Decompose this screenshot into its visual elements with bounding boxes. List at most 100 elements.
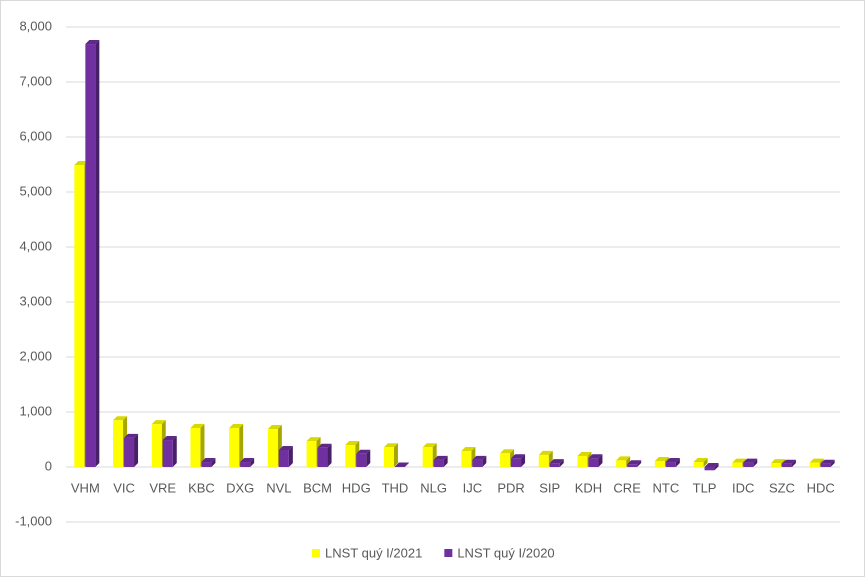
bar [770,463,781,467]
bar [124,437,135,467]
x-tick-label: CRE [613,480,641,495]
bar-side [134,433,139,467]
bar-top [190,423,205,428]
bar [85,44,96,468]
bar-side [211,458,216,467]
bar-top [743,458,758,463]
bar-top [306,437,321,442]
bar-top [704,463,719,467]
bar [201,462,212,467]
bar [665,462,676,467]
bar [151,424,162,467]
legend-label: LNST quý I/2020 [457,545,554,560]
bar [616,460,627,467]
bar [190,427,201,467]
bar-top [693,458,708,463]
bar-top [616,456,631,461]
x-tick-label: NLG [420,480,447,495]
bar-top [383,443,398,448]
bar-top [732,458,747,463]
x-tick-label: VIC [113,480,135,495]
bar [422,447,433,467]
y-tick-label: -1,000 [15,513,52,528]
bar [549,463,560,467]
bar [278,449,289,467]
y-tick-label: 8,000 [19,18,52,33]
bar-top [162,436,177,441]
x-tick-label: SZC [769,480,795,495]
bar-side [172,436,177,467]
bar [809,462,820,467]
bar-top [85,40,100,45]
y-tick-label: 7,000 [19,73,52,88]
bar-top [113,416,128,421]
bar [229,427,240,467]
bar [500,453,511,467]
bar [74,165,85,468]
bar-side [443,455,448,467]
bar-top [654,456,669,461]
bar-side [288,445,293,467]
bar-top [74,161,89,166]
bar-side [703,458,708,467]
bar-top [627,460,642,465]
bar-top [500,449,515,454]
x-tick-label: VHM [71,480,100,495]
bar-side [366,449,371,467]
bar-top [511,454,526,459]
y-tick-label: 1,000 [19,403,52,418]
x-tick-label: IJC [463,480,483,495]
bar [240,462,251,467]
y-tick-label: 4,000 [19,238,52,253]
bar-top [538,450,553,455]
y-tick-label: 3,000 [19,293,52,308]
bar [472,459,483,467]
x-tick-label: VRE [149,480,176,495]
bar-top [472,455,487,460]
bar [654,460,665,467]
bar-side [714,463,719,471]
x-tick-label: NVL [266,480,291,495]
bar-top [151,420,166,425]
bar-top [229,423,244,428]
bar [820,463,831,467]
x-tick-label: HDC [807,480,835,495]
legend-swatch [312,549,320,557]
bar-side [327,443,332,467]
bar [317,447,328,467]
bar [627,464,638,467]
bar [356,453,367,467]
bar-top [549,459,564,464]
bar-side [393,443,398,467]
bar-top [461,447,476,452]
bar [433,459,444,467]
bar-side [559,459,564,467]
bar-top [356,449,371,454]
bar-top [345,441,360,445]
bar-side [404,462,409,467]
bar [743,462,754,467]
bar-side [598,454,603,467]
bar [306,441,317,467]
bar [511,458,522,467]
legend-label: LNST quý I/2021 [325,545,422,560]
x-tick-label: TLP [693,480,717,495]
bar [394,466,405,467]
bar-top [317,443,332,448]
y-tick-label: 2,000 [19,348,52,363]
bar-side [521,454,526,467]
bar-top [820,459,835,464]
bar [732,462,743,467]
x-tick-label: IDC [732,480,754,495]
bar-top [809,458,824,463]
bar [781,463,792,467]
x-tick-label: PDR [497,480,524,495]
bar-top [588,454,603,459]
bar [693,462,704,467]
bar-top [770,459,785,464]
bar [113,420,124,467]
bar [345,445,356,467]
x-tick-label: NTC [652,480,679,495]
